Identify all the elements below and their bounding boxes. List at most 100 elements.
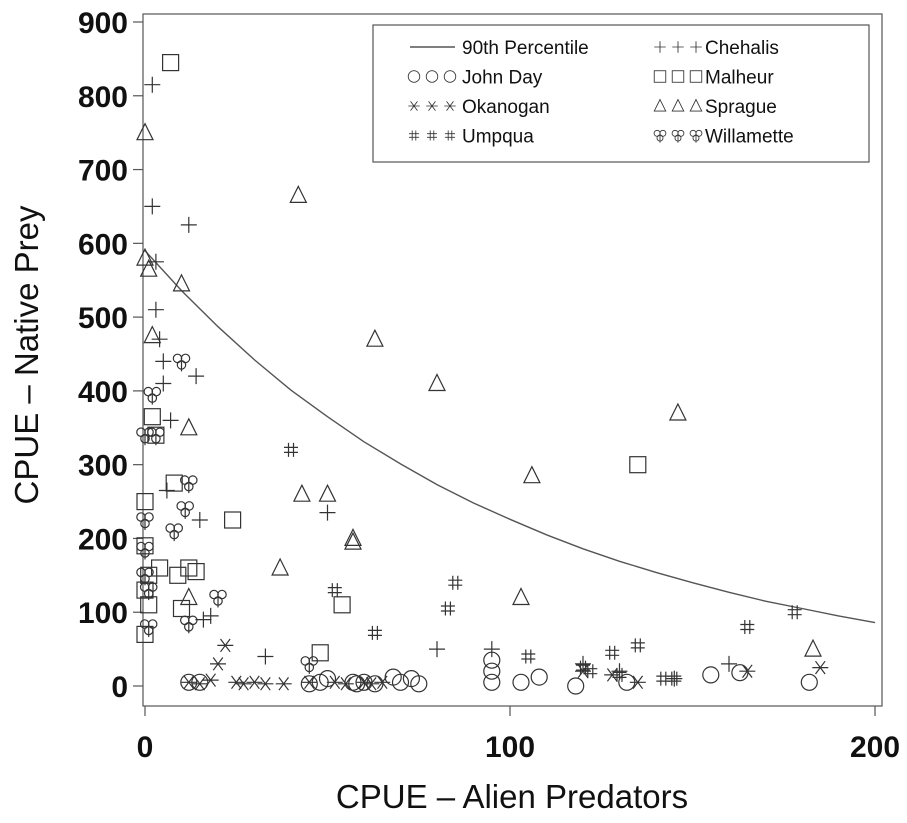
- point-umpqua-1: [327, 583, 342, 598]
- point-sprague-18: [804, 638, 822, 657]
- point-sprague-3: [143, 325, 162, 344]
- point-willamette-9: [172, 353, 191, 372]
- point-chehalis-5: [155, 353, 172, 370]
- legend-swatch-clover-0: [653, 129, 667, 143]
- point-chehalis-20: [666, 670, 683, 687]
- point-umpqua-9: [612, 667, 627, 682]
- y-tick-label-3: 300: [78, 450, 128, 483]
- point-chehalis-21: [721, 655, 737, 672]
- point-okanogan-3: [210, 657, 226, 671]
- legend-box: [372, 24, 870, 163]
- point-john-day-16: [512, 673, 530, 691]
- y-tick-label-9: 900: [78, 7, 128, 40]
- point-umpqua-8: [605, 645, 620, 660]
- legend-label: 90th Percentile: [462, 38, 589, 59]
- point-sprague-9: [292, 483, 311, 502]
- legend-swatch-circle-1: [425, 70, 439, 83]
- point-malheur-3: [136, 625, 154, 644]
- point-sprague-8: [289, 185, 308, 203]
- y-tick-label-6: 600: [78, 228, 128, 261]
- y-tick-label-1: 100: [78, 597, 128, 630]
- point-john-day-20: [702, 666, 720, 684]
- legend-label: John Day: [462, 68, 543, 89]
- point-malheur-13: [180, 559, 198, 577]
- legend-entry-malheur: Malheur: [653, 68, 774, 89]
- legend-swatch-triangle-2: [689, 98, 703, 112]
- y-tick-label-7: 700: [78, 155, 128, 188]
- point-chehalis-12: [195, 611, 212, 628]
- point-john-day-12: [410, 675, 428, 693]
- point-chehalis-17: [483, 641, 500, 658]
- legend: 90th Percentile John Day Okanogan Umpqua Che…: [372, 24, 870, 163]
- y-axis-title: CPUE – Native Prey: [8, 205, 45, 504]
- point-umpqua-0: [284, 442, 298, 457]
- point-okanogan-18: [629, 675, 646, 690]
- point-john-day-4: [318, 669, 337, 688]
- point-chehalis-7: [158, 482, 175, 499]
- point-malheur-18: [629, 456, 647, 474]
- point-willamette-12: [180, 615, 198, 634]
- y-tick-label-5: 500: [78, 302, 128, 335]
- x-tick-label-2: 200: [850, 731, 900, 764]
- point-willamette-4: [139, 582, 158, 601]
- point-umpqua-11: [656, 671, 671, 686]
- point-umpqua-2: [367, 625, 382, 640]
- point-john-day-22: [800, 673, 818, 691]
- point-umpqua-10: [630, 638, 645, 653]
- point-okanogan-6: [235, 677, 252, 691]
- point-okanogan-0: [180, 675, 197, 690]
- legend-swatch-circle-0: [407, 70, 421, 83]
- point-chehalis-10: [188, 368, 205, 385]
- point-umpqua-14: [787, 605, 802, 620]
- point-chehalis-9: [180, 216, 197, 233]
- point-chehalis-13: [202, 607, 219, 624]
- legend-entry-90th-percentile: 90th Percentile: [410, 38, 589, 59]
- point-chehalis-4: [151, 331, 168, 348]
- point-chehalis-11: [191, 512, 208, 528]
- point-okanogan-9: [275, 677, 292, 691]
- legend-label: Malheur: [705, 68, 774, 89]
- point-okanogan-2: [202, 673, 219, 687]
- legend-swatch-plus-1: [672, 41, 684, 53]
- point-umpqua-5: [521, 649, 536, 664]
- point-john-day-10: [391, 673, 410, 691]
- x-axis-title: CPUE – Alien Predators: [336, 778, 688, 815]
- point-chehalis-3: [147, 301, 164, 318]
- point-sprague-13: [365, 328, 384, 347]
- legend-swatch-hash-0: [408, 130, 420, 141]
- point-chehalis-19: [611, 663, 628, 680]
- point-malheur-17: [333, 596, 351, 614]
- y-tick-label-2: 200: [78, 523, 128, 556]
- point-malheur-4: [140, 566, 158, 584]
- point-sprague-10: [318, 483, 337, 502]
- point-chehalis-0: [144, 76, 161, 93]
- point-john-day-2: [300, 675, 318, 693]
- legend-swatch-circle-2: [443, 70, 457, 83]
- legend-swatch-plus-2: [690, 41, 702, 53]
- point-willamette-5: [139, 619, 158, 637]
- point-sprague-11: [344, 528, 362, 547]
- legend-entry-john-day: John Day: [407, 68, 543, 89]
- point-sprague-17: [668, 402, 687, 421]
- point-okanogan-14: [363, 677, 380, 691]
- point-willamette-11: [180, 475, 198, 494]
- legend-label: Willamette: [705, 127, 794, 148]
- point-okanogan-4: [217, 638, 234, 653]
- point-chehalis-8: [162, 412, 179, 429]
- point-chehalis-2: [147, 253, 164, 270]
- plot-frame: [142, 13, 883, 707]
- point-willamette-3: [136, 567, 154, 586]
- point-sprague-2: [139, 258, 158, 277]
- point-chehalis-18: [575, 655, 591, 672]
- point-sprague-7: [271, 557, 290, 576]
- point-sprague-14: [428, 373, 446, 392]
- point-malheur-6: [143, 408, 161, 426]
- point-umpqua-7: [583, 664, 598, 679]
- percentile-curve: [144, 250, 876, 624]
- point-john-day-15: [483, 673, 501, 691]
- legend-swatch-hash-1: [426, 130, 438, 141]
- legend-swatch-square-0: [653, 70, 667, 83]
- point-okanogan-11: [326, 675, 343, 690]
- y-tick-label-0: 0: [111, 671, 128, 704]
- data-points: [136, 53, 829, 695]
